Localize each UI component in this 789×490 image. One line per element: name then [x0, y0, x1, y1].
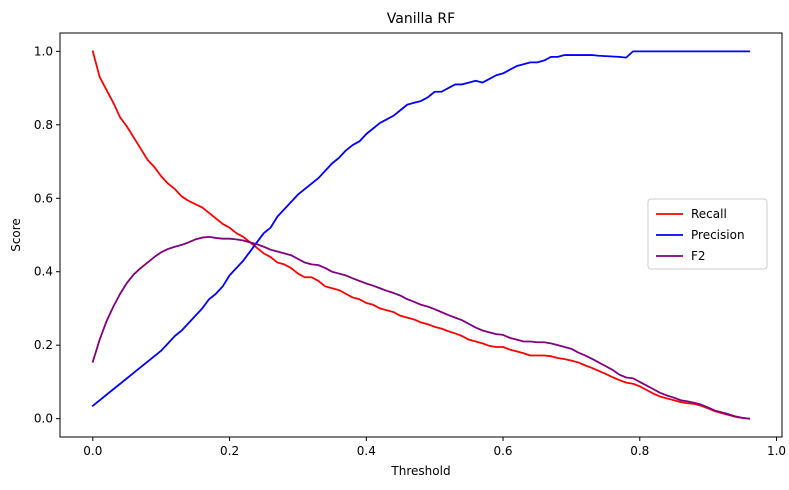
x-tick-label: 0.2 — [220, 444, 239, 458]
x-tick-label: 1.0 — [767, 444, 786, 458]
legend-label-precision: Precision — [691, 228, 745, 242]
legend: Recall Precision F2 — [647, 198, 768, 270]
series-line-precision — [91, 50, 751, 408]
plot-area: 0.0 0.2 0.4 0.6 0.8 1.0 0.0 0.2 0.4 0.6 0.8 1.0 — [34, 32, 786, 458]
y-tick-label: 0.2 — [34, 338, 53, 352]
series-line-recall — [91, 50, 751, 420]
chart-title: Vanilla RF — [387, 11, 455, 27]
y-axis-label: Score — [9, 218, 23, 252]
x-tick-label: 0.8 — [630, 444, 649, 458]
legend-box — [647, 198, 768, 270]
series-line-f2 — [91, 235, 751, 420]
y-tick-label: 0.4 — [34, 265, 53, 279]
legend-label-f2: F2 — [691, 249, 706, 263]
x-tick-label: 0.6 — [493, 444, 512, 458]
x-axis-label: Threshold — [390, 464, 450, 478]
legend-label-recall: Recall — [691, 207, 727, 221]
y-tick-label: 0.0 — [34, 412, 53, 426]
y-tick-label: 1.0 — [34, 44, 53, 58]
x-tick-label: 0.4 — [357, 444, 376, 458]
y-tick-label: 0.8 — [34, 118, 53, 132]
y-tick-label: 0.6 — [34, 191, 53, 205]
x-tick-label: 0.0 — [83, 444, 102, 458]
plot-frame — [59, 32, 783, 438]
